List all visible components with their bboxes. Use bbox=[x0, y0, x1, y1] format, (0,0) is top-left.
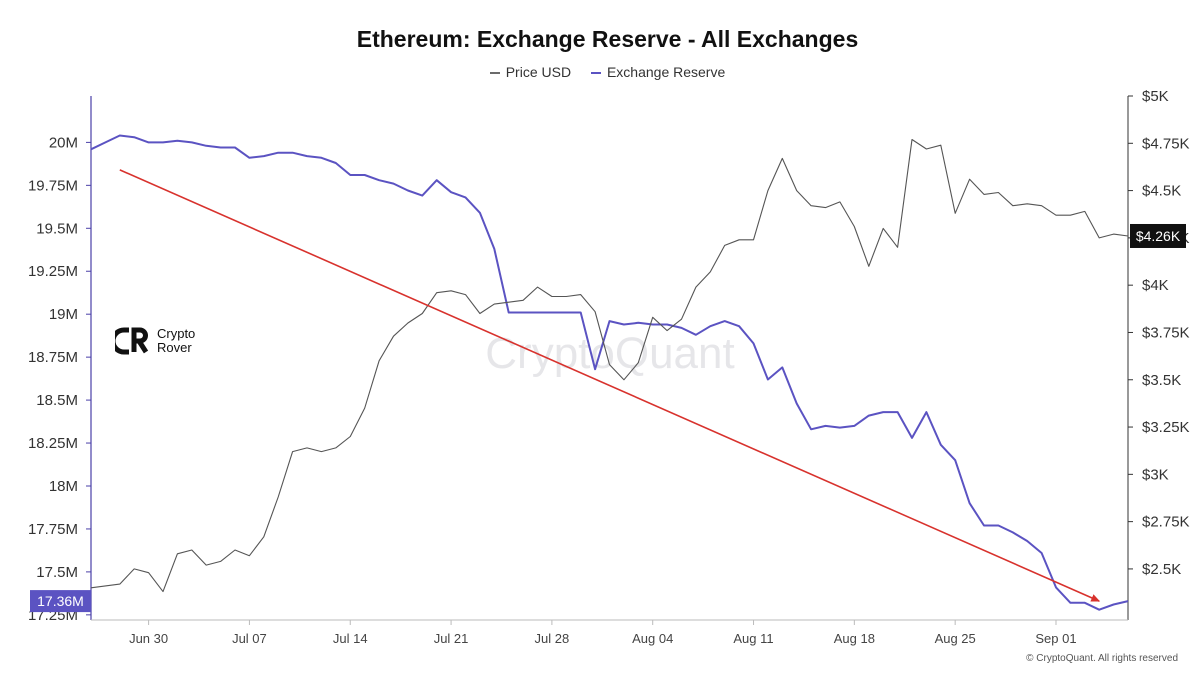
y-right-tick-label: $3K bbox=[1142, 466, 1169, 483]
legend-label-reserve: Exchange Reserve bbox=[606, 64, 726, 80]
trend-arrow bbox=[119, 169, 1101, 602]
legend-swatch-reserve bbox=[590, 72, 601, 75]
x-tick-label: Aug 18 bbox=[834, 631, 875, 646]
logo-line-1: Crypto bbox=[157, 326, 196, 341]
y-right-tick-label: $3.25K bbox=[1142, 419, 1190, 436]
current-price-badge bbox=[1130, 223, 1186, 248]
y-right-tick-label: $4.5K bbox=[1142, 183, 1181, 200]
y-left-tick-label: 19.5M bbox=[36, 220, 78, 237]
logo-line-2: Rover bbox=[157, 340, 192, 355]
price-usd-line bbox=[90, 138, 1129, 593]
y-right-tick-label: $2.5K bbox=[1142, 561, 1181, 578]
x-tick-label: Aug 04 bbox=[632, 631, 673, 646]
axis-labels: 20M 19.75M 19.5M 19.25M 19M 18.75M 18.5M 18.25M… bbox=[28, 88, 1190, 646]
y-right-tick-label: $3.75K bbox=[1142, 324, 1190, 341]
y-left-tick-label: 19.75M bbox=[28, 177, 78, 194]
x-tick-label: Jul 28 bbox=[535, 631, 570, 646]
y-right-tick-label: $3.5K bbox=[1142, 372, 1181, 389]
axes bbox=[86, 95, 1133, 625]
current-reserve-value: 17.36M bbox=[37, 593, 84, 609]
x-tick-label: Jul 14 bbox=[333, 631, 368, 646]
y-right-tick-label: $4K bbox=[1142, 277, 1169, 294]
legend-item-price[interactable]: Price USD bbox=[489, 64, 572, 80]
y-left-tick-label: 19M bbox=[49, 306, 78, 323]
chart-title: Ethereum: Exchange Reserve - All Exchang… bbox=[356, 26, 859, 52]
current-price-value: $4.26K bbox=[1136, 228, 1181, 244]
legend: Price USD Exchange Reserve bbox=[0, 64, 1200, 80]
logo-text: Crypto Rover bbox=[157, 327, 195, 355]
x-tick-label: Aug 25 bbox=[935, 631, 976, 646]
copyright-text: © CryptoQuant. All rights reserved bbox=[1026, 653, 1178, 664]
current-reserve-badge bbox=[30, 590, 91, 613]
y-left-tick-label: 18M bbox=[49, 478, 78, 495]
y-left-tick-label: 19.25M bbox=[28, 263, 78, 280]
y-right-tick-label: $2.75K bbox=[1142, 514, 1190, 531]
x-tick-label: Jun 30 bbox=[129, 631, 168, 646]
exchange-reserve-line bbox=[90, 134, 1129, 611]
legend-label-price: Price USD bbox=[505, 64, 572, 80]
legend-swatch-price bbox=[489, 72, 500, 75]
y-left-tick-label: 18.25M bbox=[28, 435, 78, 452]
y-left-tick-label: 18.75M bbox=[28, 349, 78, 366]
x-tick-label: Jul 21 bbox=[434, 631, 469, 646]
y-right-tick-label: $5K bbox=[1142, 88, 1169, 105]
y-left-tick-label: 17.5M bbox=[36, 564, 78, 581]
series-layer bbox=[90, 134, 1129, 611]
crypto-rover-logo: Crypto Rover bbox=[115, 327, 195, 355]
y-right-tick-label: $4.75K bbox=[1142, 135, 1190, 152]
x-tick-label: Aug 11 bbox=[733, 631, 773, 646]
y-left-tick-label: 18.5M bbox=[36, 392, 78, 409]
logo-icon bbox=[115, 327, 149, 355]
legend-item-reserve[interactable]: Exchange Reserve bbox=[590, 64, 726, 80]
y-left-tick-label: 17.75M bbox=[28, 521, 78, 538]
x-tick-label: Jul 07 bbox=[232, 631, 267, 646]
y-left-tick-label: 20M bbox=[49, 134, 78, 151]
watermark: CryptoQuant bbox=[485, 329, 734, 378]
x-tick-label: Sep 01 bbox=[1035, 631, 1076, 646]
